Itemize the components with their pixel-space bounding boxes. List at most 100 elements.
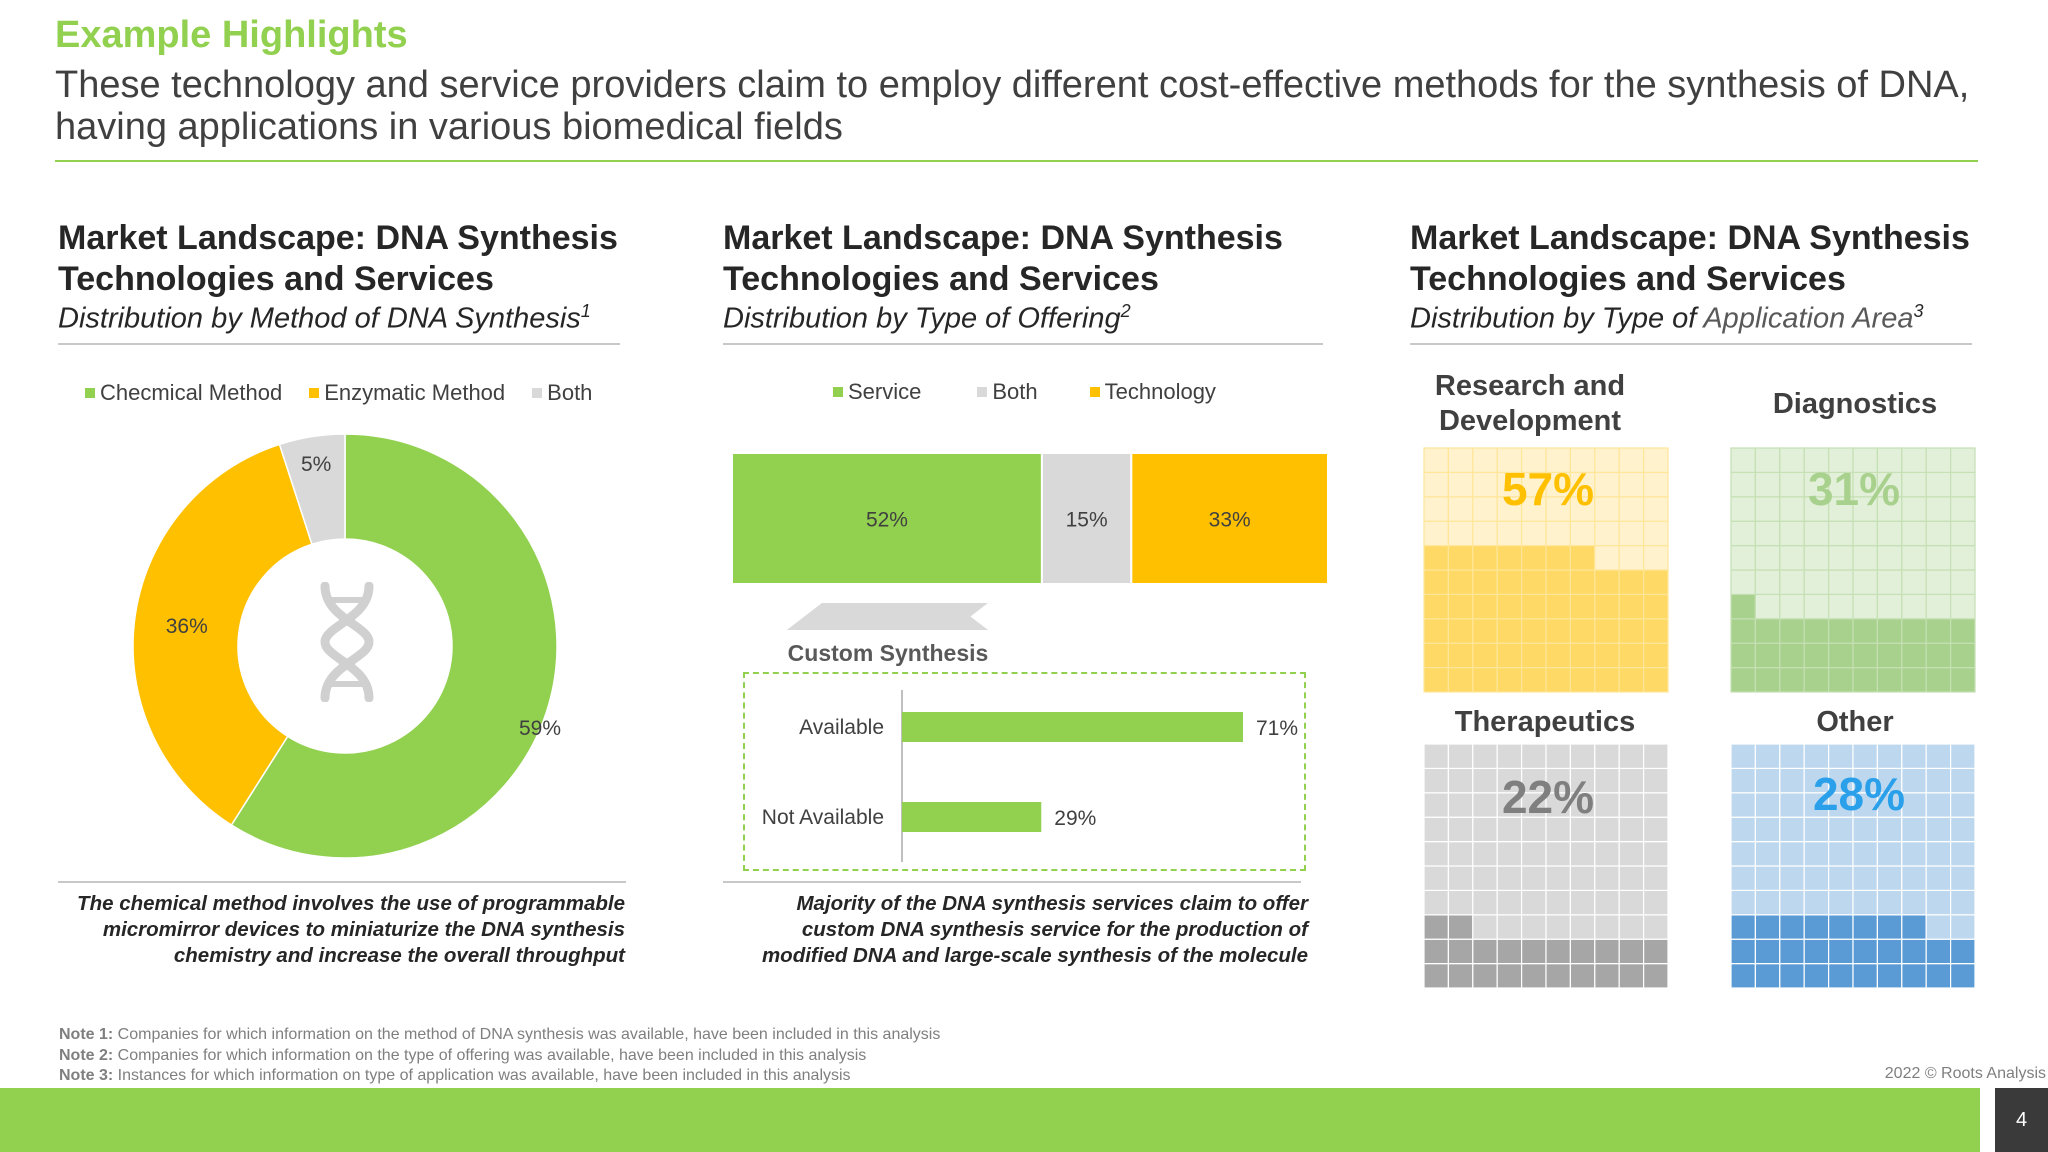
waffle-3-cell bbox=[1569, 938, 1596, 965]
waffle-2-cell bbox=[1949, 471, 1976, 498]
waffle-3-cell bbox=[1545, 743, 1571, 769]
waffle-3-cell bbox=[1496, 914, 1523, 940]
waffle-4-cell bbox=[1730, 792, 1756, 818]
waffle-4-cell bbox=[1730, 962, 1756, 989]
waffle-3-cell bbox=[1472, 962, 1498, 989]
offering-segment-3 bbox=[1130, 452, 1329, 585]
waffle-3-cell bbox=[1569, 889, 1596, 916]
panel-2-subtitle: Distribution by Type of Offering2 bbox=[723, 301, 1131, 335]
waffle-4-cell bbox=[1852, 889, 1878, 916]
waffle-4-cell bbox=[1754, 840, 1781, 867]
waffle-1-cell bbox=[1520, 618, 1547, 644]
waffle-4-cell bbox=[1852, 743, 1878, 769]
waffle-4-cell bbox=[1949, 938, 1976, 965]
waffle-3-cell bbox=[1472, 743, 1498, 769]
waffle-4-cell bbox=[1949, 962, 1976, 989]
waffle-1-cell bbox=[1496, 593, 1523, 620]
waffle-3-cell bbox=[1545, 889, 1571, 916]
waffle-1-cell bbox=[1496, 569, 1523, 595]
waffle-1-cell bbox=[1618, 593, 1645, 620]
waffle-2-cell bbox=[1876, 496, 1903, 522]
waffle-2-cell bbox=[1730, 447, 1756, 473]
waffle-3-cell bbox=[1496, 767, 1523, 794]
waffle-3-cell bbox=[1520, 816, 1547, 843]
waffle-3-cell bbox=[1520, 865, 1547, 891]
waffle-3-cell bbox=[1594, 743, 1620, 769]
waffle-4-cell bbox=[1827, 914, 1854, 940]
waffle-3-cell bbox=[1520, 792, 1547, 818]
waffle-3-cell bbox=[1569, 840, 1596, 867]
donut-legend: Checmical Method Enzymatic Method Both bbox=[85, 380, 592, 406]
waffle-1-cell bbox=[1472, 618, 1498, 644]
waffle-1-cell bbox=[1496, 618, 1523, 644]
waffle-1-cell bbox=[1642, 642, 1669, 669]
waffle-1-cell bbox=[1594, 569, 1620, 595]
waffle-3-cell bbox=[1423, 889, 1449, 916]
custom-synthesis-title: Custom Synthesis bbox=[788, 640, 989, 666]
waffle-1-cell bbox=[1569, 666, 1596, 693]
waffle-2-cell bbox=[1754, 666, 1781, 693]
waffle-4-cell bbox=[1876, 938, 1903, 965]
waffle-1-cell bbox=[1520, 593, 1547, 620]
waffle-1-cell bbox=[1618, 520, 1645, 547]
waffle-2-cell bbox=[1730, 666, 1756, 693]
waffle-1-cell bbox=[1642, 544, 1669, 571]
waffle-2-cell bbox=[1827, 666, 1854, 693]
waffle-4-cell bbox=[1901, 865, 1927, 891]
waffle-4-cell bbox=[1852, 840, 1878, 867]
waffle-1-cell bbox=[1594, 618, 1620, 644]
waffle-2-cell bbox=[1925, 544, 1952, 571]
waffle-4-cell bbox=[1754, 962, 1781, 989]
waffle-3 bbox=[1423, 743, 1669, 989]
waffle-3-cell bbox=[1594, 865, 1620, 891]
waffle-4-cell bbox=[1827, 840, 1854, 867]
waffle-3-cell bbox=[1447, 962, 1474, 989]
waffle-4-cell bbox=[1901, 743, 1927, 769]
waffle-1-cell bbox=[1447, 642, 1474, 669]
waffle-4-cell bbox=[1876, 962, 1903, 989]
waffle-3-cell bbox=[1472, 865, 1498, 891]
waffle-4-cell bbox=[1852, 816, 1878, 843]
waffle-1-cell bbox=[1423, 666, 1449, 693]
waffle-2-cell bbox=[1949, 618, 1976, 644]
waffle-4-cell bbox=[1730, 865, 1756, 891]
waffle-1-cell bbox=[1618, 666, 1645, 693]
waffle-2-cell bbox=[1949, 642, 1976, 669]
waffle-3-cell bbox=[1496, 938, 1523, 965]
waffle-1-cell bbox=[1520, 496, 1547, 522]
waffle-2-cell bbox=[1730, 544, 1756, 571]
waffle-3-cell bbox=[1520, 914, 1547, 940]
waffle-4-cell bbox=[1949, 767, 1976, 794]
note-ref-1: 1 bbox=[580, 301, 591, 321]
waffle-2-cell bbox=[1925, 520, 1952, 547]
waffle-3-cell bbox=[1520, 743, 1547, 769]
waffle-2-cell bbox=[1779, 447, 1805, 473]
waffle-2-cell bbox=[1901, 618, 1927, 644]
offering-label-2: 15% bbox=[1066, 509, 1108, 532]
waffle-2-cell bbox=[1803, 569, 1830, 595]
waffle-3-cell bbox=[1618, 865, 1645, 891]
waffle-3-cell bbox=[1545, 914, 1571, 940]
waffle-1-cell bbox=[1642, 520, 1669, 547]
waffle-4-cell bbox=[1803, 938, 1830, 965]
waffle-4-cell bbox=[1901, 938, 1927, 965]
note-3: Note 3: Instances for which information … bbox=[59, 1067, 851, 1084]
waffle-1-cell bbox=[1569, 471, 1596, 498]
waffle-1-cell bbox=[1569, 593, 1596, 620]
waffle-1-cell bbox=[1545, 496, 1571, 522]
waffle-2-cell bbox=[1779, 496, 1805, 522]
waffle-4-cell bbox=[1803, 840, 1830, 867]
waffle-4 bbox=[1730, 743, 1976, 989]
waffle-4-cell bbox=[1925, 865, 1952, 891]
waffle-1-cell bbox=[1545, 618, 1571, 644]
waffle-2-cell bbox=[1949, 520, 1976, 547]
waffle-2-cell bbox=[1803, 544, 1830, 571]
waffle-1-cell bbox=[1545, 471, 1571, 498]
waffle-4-cell bbox=[1949, 840, 1976, 867]
waffle-3-cell bbox=[1642, 938, 1669, 965]
waffle-1-cell bbox=[1423, 520, 1449, 547]
waffle-4-cell bbox=[1827, 938, 1854, 965]
waffle-3-cell bbox=[1520, 962, 1547, 989]
waffle-4-cell bbox=[1876, 816, 1903, 843]
legend-item-both: Both bbox=[532, 380, 592, 406]
